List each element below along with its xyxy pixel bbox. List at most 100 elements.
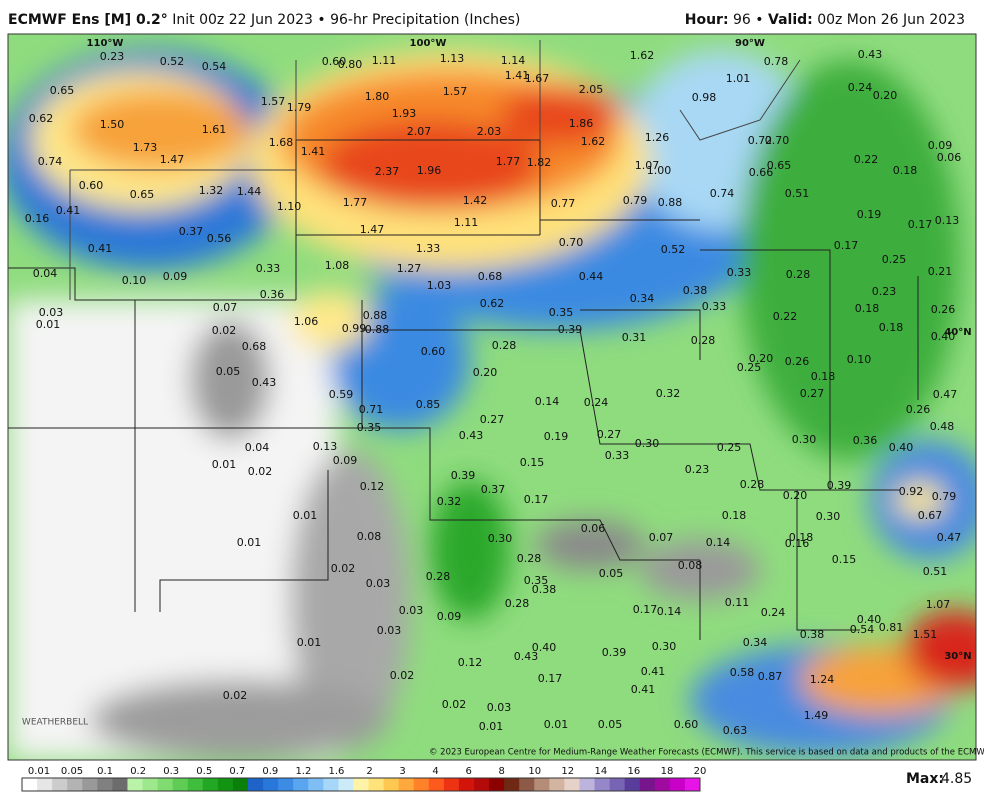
hour-key: Hour: (684, 12, 729, 28)
max-value: 4.85 (941, 771, 972, 787)
value-label: 0.28 (505, 597, 530, 610)
value-label: 1.57 (443, 85, 468, 98)
value-label: 0.01 (544, 718, 569, 731)
value-label: 0.07 (213, 301, 238, 314)
value-label: 1.41 (505, 69, 530, 82)
value-label: 0.34 (630, 292, 655, 305)
colorbar-swatch (443, 778, 460, 791)
value-label: 0.16 (25, 212, 50, 225)
value-label: 1.11 (372, 54, 397, 67)
value-label: 0.43 (459, 429, 484, 442)
value-label: 0.39 (827, 479, 852, 492)
colorbar-swatch (217, 778, 234, 791)
colorbar-frame (21, 777, 701, 792)
value-label: 0.28 (740, 478, 765, 491)
value-label: 0.65 (767, 159, 792, 172)
value-label: 0.05 (599, 567, 624, 580)
value-label: 1.08 (325, 259, 350, 272)
value-label: 0.03 (39, 306, 64, 319)
colorbar-swatch (323, 778, 339, 791)
value-label: 0.10 (847, 353, 872, 366)
value-label: 1.06 (294, 315, 319, 328)
colorbar-swatch (474, 778, 490, 791)
value-label: 0.31 (622, 331, 647, 344)
value-label: 0.20 (749, 352, 774, 365)
map-frame (7, 33, 977, 761)
value-label: 1.57 (261, 95, 286, 108)
value-label: 0.26 (906, 403, 931, 416)
value-label: 0.10 (122, 274, 147, 287)
value-label: 1.01 (726, 72, 751, 85)
value-label: 0.38 (800, 628, 825, 641)
value-label: 1.24 (810, 673, 835, 686)
colorbar-swatch (458, 778, 475, 791)
value-label: 2.05 (579, 83, 604, 96)
value-label: 0.78 (764, 55, 789, 68)
value-label: 0.71 (359, 403, 384, 416)
value-label: 0.62 (29, 112, 54, 125)
value-label: 0.09 (333, 454, 358, 467)
colorbar-swatch (112, 778, 128, 791)
value-label: 0.41 (641, 665, 666, 678)
value-label: 0.25 (737, 361, 762, 374)
value-label: 0.18 (879, 321, 904, 334)
colorbar-swatch (534, 778, 550, 791)
value-label: 0.30 (488, 532, 513, 545)
value-label: 0.33 (702, 300, 727, 313)
colorbar-tick-label: 0.05 (61, 766, 83, 777)
value-label: 0.08 (357, 530, 382, 543)
value-label: 0.01 (479, 720, 504, 733)
value-label: 1.68 (269, 136, 294, 149)
value-label: 0.54 (850, 623, 875, 636)
colorbar-tick-label: 16 (628, 766, 641, 777)
colorbar-swatch (594, 778, 611, 791)
value-label: 0.38 (532, 583, 557, 596)
value-label: 0.14 (706, 536, 731, 549)
value-label: 0.09 (163, 270, 188, 283)
value-label: 0.33 (727, 266, 752, 279)
value-label: 0.33 (256, 262, 281, 275)
colorbar-swatch (308, 778, 324, 791)
value-label: 0.32 (656, 387, 681, 400)
colorbar-swatch (398, 778, 415, 791)
value-label: 0.26 (785, 355, 810, 368)
value-label: 1.32 (199, 184, 224, 197)
value-label: 0.88 (365, 323, 390, 336)
value-label: 0.79 (623, 194, 648, 207)
colorbar-tick-label: 18 (661, 766, 674, 777)
value-label: 0.18 (789, 531, 814, 544)
value-label: 0.01 (212, 458, 237, 471)
colorbar-swatch (97, 778, 113, 791)
value-label: 0.23 (685, 463, 710, 476)
value-label: 0.20 (783, 489, 808, 502)
value-label: 0.14 (535, 395, 560, 408)
value-label: 1.51 (913, 628, 938, 641)
colorbar-swatch (142, 778, 159, 791)
value-label: 0.02 (212, 324, 237, 337)
value-label: 0.60 (322, 55, 347, 68)
header-right: Hour: 96 • Valid: 00z Mon 26 Jun 2023 (685, 12, 965, 28)
value-label: 0.30 (816, 510, 841, 523)
colorbar-swatch (489, 778, 505, 791)
value-label: 0.65 (50, 84, 75, 97)
value-label: 0.27 (800, 387, 825, 400)
colorbar-tick-label: 12 (561, 766, 574, 777)
value-label: 0.37 (179, 225, 204, 238)
value-label: 0.98 (692, 91, 717, 104)
value-label: 0.41 (88, 242, 113, 255)
hour-value: 96 • (733, 12, 764, 28)
value-label: 0.60 (674, 718, 699, 731)
colorbar-tick-label: 0.5 (196, 766, 212, 777)
value-label: 0.41 (631, 683, 656, 696)
value-label: 0.35 (524, 574, 549, 587)
colorbar-tick-label: 14 (594, 766, 607, 777)
graticule-label: 40°N (944, 327, 971, 338)
colorbar-swatch (549, 778, 565, 791)
value-label: 0.13 (935, 214, 960, 227)
value-label: 1.73 (133, 141, 158, 154)
value-label: 0.12 (360, 480, 385, 493)
colorbar-swatch (172, 778, 189, 791)
colorbar-tick-label: 1.2 (295, 766, 311, 777)
value-label: 2.07 (407, 125, 432, 138)
